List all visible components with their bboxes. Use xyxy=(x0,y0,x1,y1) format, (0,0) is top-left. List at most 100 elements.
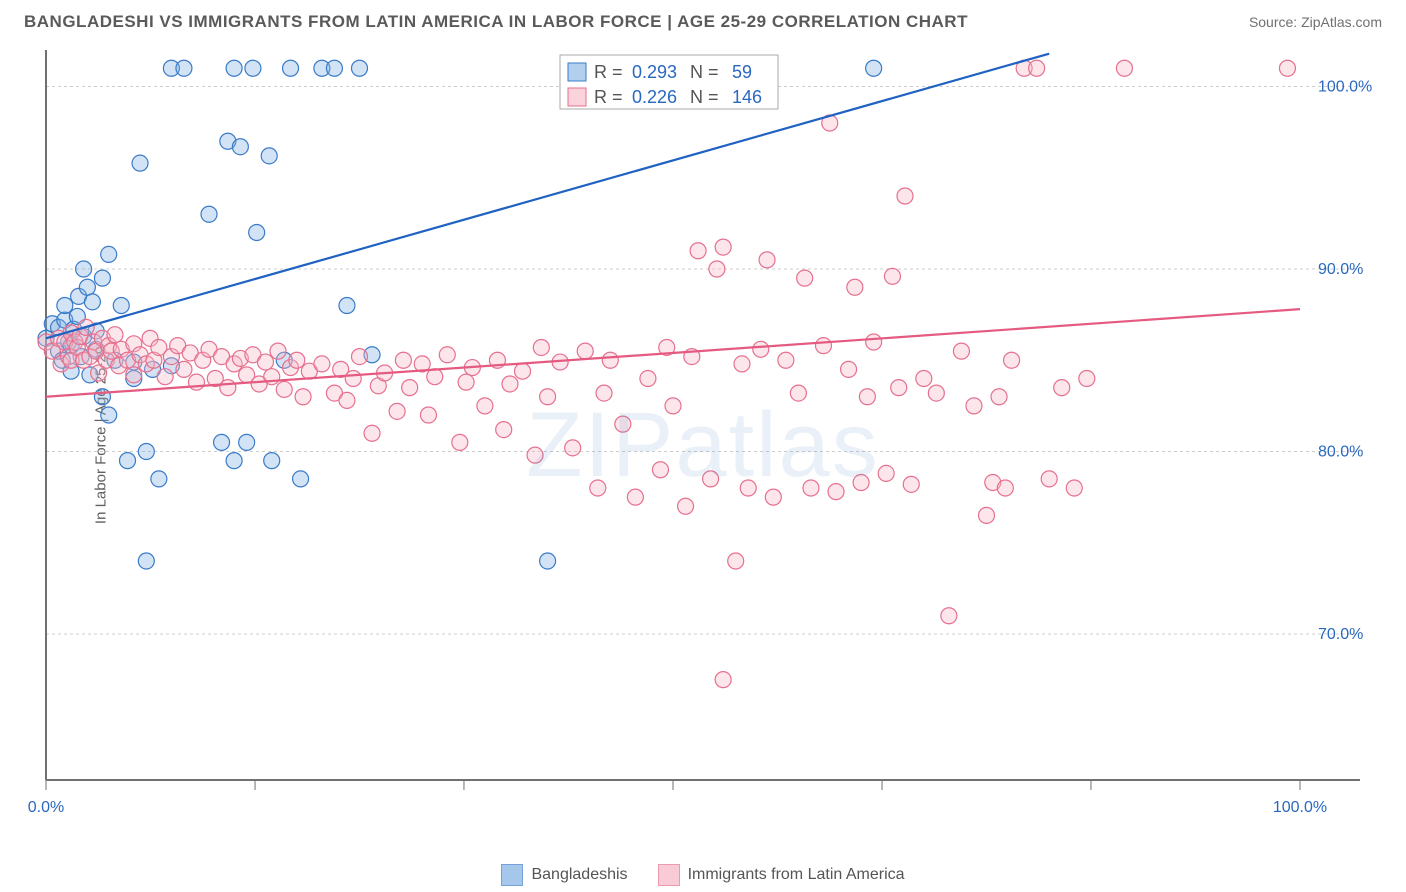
svg-text:0.226: 0.226 xyxy=(632,87,677,107)
data-point xyxy=(270,343,286,359)
data-point xyxy=(314,356,330,372)
data-point xyxy=(232,139,248,155)
legend-item: Immigrants from Latin America xyxy=(658,864,905,886)
chart-header: BANGLADESHI VS IMMIGRANTS FROM LATIN AME… xyxy=(0,0,1406,40)
data-point xyxy=(1079,371,1095,387)
data-point xyxy=(577,343,593,359)
data-point xyxy=(953,343,969,359)
legend-swatch xyxy=(658,864,680,886)
data-point xyxy=(690,243,706,259)
data-point xyxy=(652,462,668,478)
chart-source: Source: ZipAtlas.com xyxy=(1249,14,1382,30)
data-point xyxy=(113,298,129,314)
bottom-legend: Bangladeshis Immigrants from Latin Americ… xyxy=(0,864,1406,886)
data-point xyxy=(176,361,192,377)
svg-text:70.0%: 70.0% xyxy=(1318,626,1363,643)
data-point xyxy=(138,553,154,569)
data-point xyxy=(264,453,280,469)
data-point xyxy=(226,453,242,469)
data-point xyxy=(1029,60,1045,76)
data-point xyxy=(928,385,944,401)
data-point xyxy=(76,261,92,277)
data-point xyxy=(101,407,117,423)
data-point xyxy=(214,434,230,450)
data-point xyxy=(57,298,73,314)
data-point xyxy=(458,374,474,390)
data-point xyxy=(759,252,775,268)
data-point xyxy=(884,268,900,284)
data-point xyxy=(797,270,813,286)
data-point xyxy=(678,498,694,514)
data-point xyxy=(878,465,894,481)
data-point xyxy=(201,206,217,222)
data-point xyxy=(565,440,581,456)
data-point xyxy=(339,298,355,314)
data-point xyxy=(997,480,1013,496)
stat-legend: R =0.293N = 59R =0.226N = 146 xyxy=(560,55,778,109)
data-point xyxy=(496,422,512,438)
data-point xyxy=(352,349,368,365)
chart-title: BANGLADESHI VS IMMIGRANTS FROM LATIN AME… xyxy=(24,12,968,32)
data-point xyxy=(853,475,869,491)
legend-swatch xyxy=(501,864,523,886)
data-point xyxy=(866,334,882,350)
data-point xyxy=(715,239,731,255)
data-point xyxy=(439,347,455,363)
data-point xyxy=(533,339,549,355)
data-point xyxy=(295,389,311,405)
data-point xyxy=(540,389,556,405)
data-point xyxy=(395,352,411,368)
legend-label: Bangladeshis xyxy=(531,866,627,884)
data-point xyxy=(101,246,117,262)
svg-text:100.0%: 100.0% xyxy=(1318,79,1372,96)
data-point xyxy=(477,398,493,414)
data-point xyxy=(703,471,719,487)
data-point xyxy=(176,60,192,76)
data-point xyxy=(540,553,556,569)
data-point xyxy=(765,489,781,505)
data-point xyxy=(261,148,277,164)
data-point xyxy=(326,60,342,76)
data-point xyxy=(257,354,273,370)
chart-area: In Labor Force | Age 25-29 70.0%80.0%90.… xyxy=(0,40,1406,830)
data-point xyxy=(84,294,100,310)
data-point xyxy=(740,480,756,496)
data-point xyxy=(502,376,518,392)
legend-item: Bangladeshis xyxy=(501,864,627,886)
data-point xyxy=(276,381,292,397)
data-point xyxy=(226,60,242,76)
data-point xyxy=(220,380,236,396)
data-point xyxy=(515,363,531,379)
data-point xyxy=(157,369,173,385)
data-point xyxy=(283,60,299,76)
data-point xyxy=(138,444,154,460)
data-point xyxy=(1041,471,1057,487)
svg-text:59: 59 xyxy=(732,62,752,82)
data-point xyxy=(1004,352,1020,368)
svg-text:N =: N = xyxy=(690,87,719,107)
data-point xyxy=(126,367,142,383)
data-point xyxy=(188,374,204,390)
data-point xyxy=(859,389,875,405)
data-point xyxy=(1116,60,1132,76)
data-point xyxy=(715,672,731,688)
data-point xyxy=(665,398,681,414)
data-point xyxy=(402,380,418,396)
data-point xyxy=(527,447,543,463)
legend-label: Immigrants from Latin America xyxy=(688,866,905,884)
data-point xyxy=(420,407,436,423)
data-point xyxy=(132,155,148,171)
data-point xyxy=(828,484,844,500)
data-point xyxy=(293,471,309,487)
data-point xyxy=(803,480,819,496)
data-point xyxy=(866,60,882,76)
data-point xyxy=(94,389,110,405)
svg-text:R =: R = xyxy=(594,87,623,107)
svg-text:100.0%: 100.0% xyxy=(1273,799,1327,816)
data-point xyxy=(245,60,261,76)
data-point xyxy=(778,352,794,368)
data-point xyxy=(602,352,618,368)
data-point xyxy=(916,371,932,387)
data-point xyxy=(352,60,368,76)
data-point xyxy=(734,356,750,372)
